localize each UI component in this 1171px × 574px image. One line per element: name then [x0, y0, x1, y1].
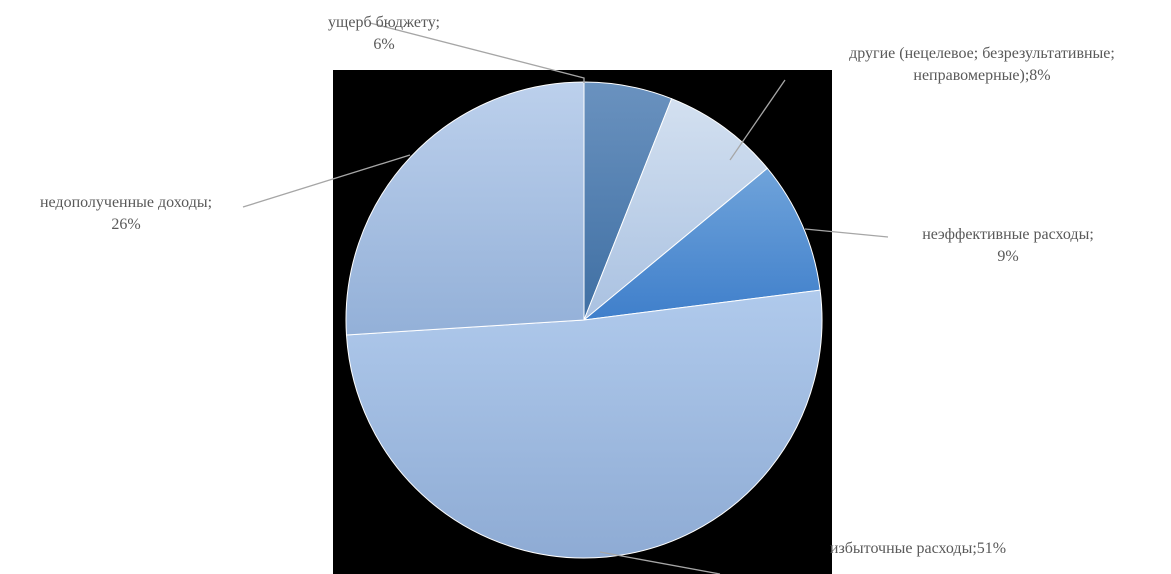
leader-line-0 [369, 22, 585, 83]
pie-slice-1 [583, 98, 769, 321]
slice-label-line: неэффективные расходы; [922, 226, 1094, 243]
slice-label-line: другие (нецелевое; безрезультативные; [849, 45, 1115, 62]
leader-line-4 [242, 154, 411, 208]
slice-label-1: другие (нецелевое; безрезультативные; неп… [849, 45, 1115, 84]
slice-label-line: 26% [111, 216, 140, 233]
slice-label-4: недополученные доходы; 26% [40, 194, 212, 233]
pie-slice-2 [582, 167, 821, 321]
slice-label-line: 9% [997, 248, 1018, 265]
slice-label-line: неправомерные);8% [913, 67, 1050, 84]
slice-label-line: недополученные доходы; [40, 194, 212, 211]
slice-label-line: 6% [373, 36, 394, 53]
leader-line-3 [599, 551, 721, 574]
slice-label-3: избыточные расходы;51% [830, 540, 1006, 557]
slice-label-line: избыточные расходы;51% [830, 540, 1006, 557]
labels-layer: ущерб бюджету; 6% другие (нецелевое; безре… [40, 14, 1115, 557]
leader-line-2 [804, 228, 889, 238]
slice-label-0: ущерб бюджету; 6% [328, 14, 440, 53]
slice-label-line: ущерб бюджету; [328, 14, 440, 31]
slice-label-2: неэффективные расходы; 9% [922, 226, 1094, 265]
pie-slice-4 [345, 81, 585, 336]
leader-lines-layer [242, 22, 889, 574]
leader-line-1 [729, 79, 786, 161]
pie-slice-3 [345, 289, 823, 559]
slices-layer [345, 81, 823, 559]
